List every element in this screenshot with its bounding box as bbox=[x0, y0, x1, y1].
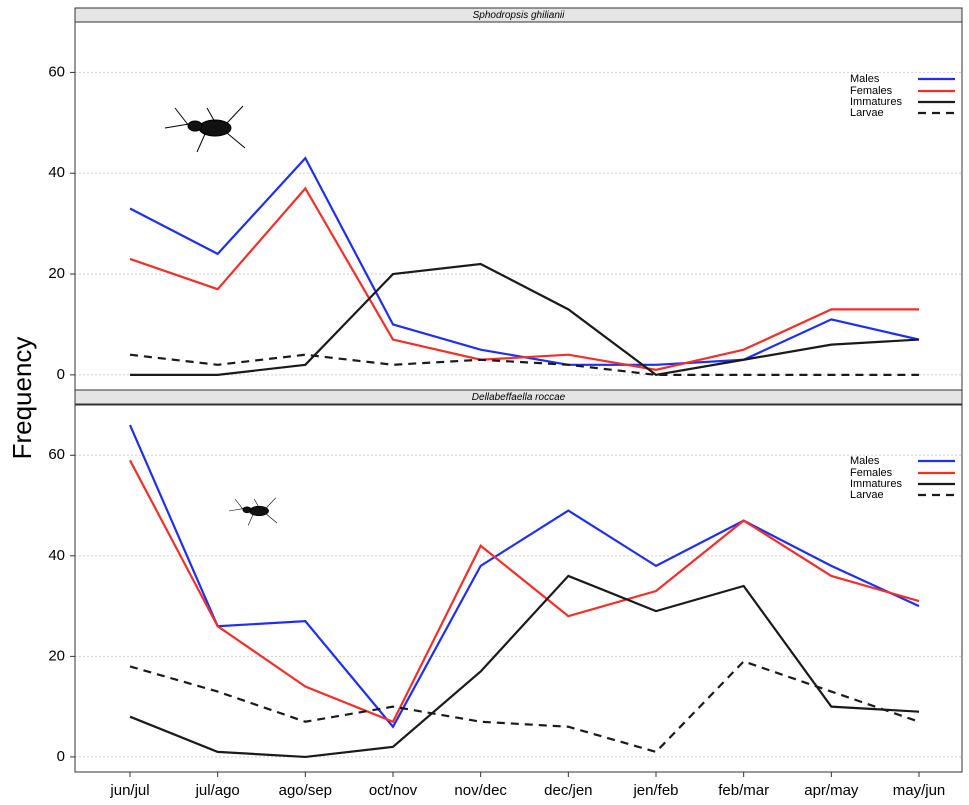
x-tick-label: ago/sep bbox=[279, 782, 332, 799]
series-line bbox=[129, 186, 919, 371]
y-tick-label: 20 bbox=[48, 265, 65, 282]
y-tick-label: 40 bbox=[48, 547, 65, 564]
x-tick-label: jul/ago bbox=[195, 782, 240, 799]
series-line bbox=[129, 353, 919, 376]
legend-label: Larvae bbox=[850, 107, 884, 119]
legend-label: Immatures bbox=[850, 96, 902, 108]
panel-title: Sphodropsis ghilianii bbox=[473, 10, 566, 21]
x-tick-label: may/jun bbox=[893, 782, 946, 799]
x-tick-label: jun/jul bbox=[109, 782, 149, 799]
legend-label: Larvae bbox=[850, 489, 884, 501]
legend-label: Males bbox=[850, 455, 880, 467]
series-line bbox=[129, 574, 920, 759]
x-tick-label: dec/jen bbox=[544, 782, 592, 799]
x-tick-label: nov/dec bbox=[454, 782, 507, 799]
beetle-icon bbox=[228, 497, 278, 526]
legend-label: Immatures bbox=[850, 478, 902, 490]
legend-label: Males bbox=[850, 73, 880, 85]
y-axis-label: Frequency bbox=[7, 337, 37, 460]
series-line bbox=[129, 660, 920, 754]
legend-label: Females bbox=[850, 85, 893, 97]
y-tick-label: 40 bbox=[48, 164, 65, 181]
plot-frame bbox=[74, 21, 963, 391]
x-tick-label: feb/mar bbox=[718, 782, 769, 799]
y-tick-label: 20 bbox=[48, 647, 65, 664]
series-line bbox=[128, 424, 920, 729]
beetle-icon bbox=[164, 105, 246, 153]
series-line bbox=[129, 156, 920, 366]
x-tick-label: oct/nov bbox=[369, 782, 418, 799]
strip bbox=[74, 389, 963, 405]
plot-frame bbox=[74, 404, 963, 773]
legend-label: Females bbox=[850, 467, 893, 479]
y-tick-label: 60 bbox=[48, 446, 65, 463]
y-tick-label: 0 bbox=[57, 748, 65, 765]
panel-title: Dellabeffaella roccae bbox=[472, 392, 566, 403]
y-tick-label: 60 bbox=[48, 63, 65, 80]
series-line bbox=[130, 262, 920, 377]
x-tick-label: jen/feb bbox=[632, 782, 678, 799]
x-tick-label: apr/may bbox=[804, 782, 859, 799]
series-line bbox=[129, 459, 920, 724]
y-tick-label: 0 bbox=[57, 366, 65, 383]
